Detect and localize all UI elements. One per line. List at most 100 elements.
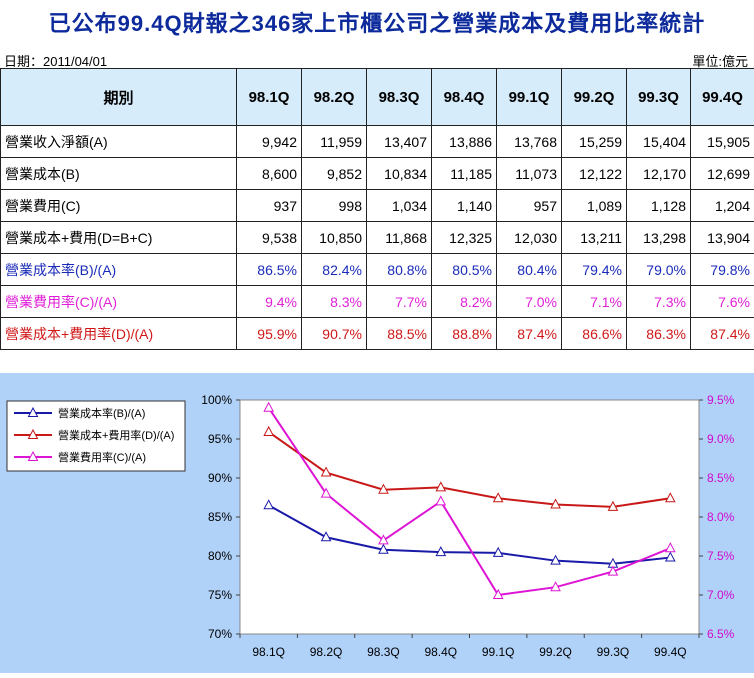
x-tick-label: 99.3Q <box>597 645 630 659</box>
table-cell: 9,942 <box>237 126 302 158</box>
table-cell: 86.3% <box>627 318 691 350</box>
table-cell: 80.5% <box>432 254 497 286</box>
table-cell: 937 <box>237 190 302 222</box>
table-cell: 12,325 <box>432 222 497 254</box>
y-right-tick-label: 7.0% <box>707 588 735 602</box>
table-cell: 1,204 <box>691 190 754 222</box>
y-left-tick-label: 95% <box>208 432 232 446</box>
row-label: 營業成本率(B)/(A) <box>1 254 237 286</box>
table-cell: 87.4% <box>691 318 754 350</box>
x-tick-label: 99.4Q <box>654 645 687 659</box>
y-left-tick-label: 70% <box>208 627 232 641</box>
table-cell: 80.4% <box>497 254 562 286</box>
period-header: 期別 <box>1 69 237 126</box>
table-cell: 88.8% <box>432 318 497 350</box>
x-tick-label: 98.1Q <box>252 645 285 659</box>
table-cell: 13,211 <box>562 222 627 254</box>
y-right-tick-label: 8.0% <box>707 510 735 524</box>
y-right-tick-label: 6.5% <box>707 627 735 641</box>
y-left-tick-label: 80% <box>208 549 232 563</box>
row-label: 營業成本(B) <box>1 158 237 190</box>
page-title: 已公布99.4Q財報之346家上市櫃公司之營業成本及費用比率統計 <box>0 6 754 38</box>
table-cell: 86.5% <box>237 254 302 286</box>
table-cell: 9,852 <box>302 158 367 190</box>
table-cell: 7.3% <box>627 286 691 318</box>
chart-panel: 70%75%80%85%90%95%100%6.5%7.0%7.5%8.0%8.… <box>0 373 754 673</box>
table-row: 營業費用率(C)/(A)9.4%8.3%7.7%8.2%7.0%7.1%7.3%… <box>1 286 754 318</box>
x-tick-label: 99.1Q <box>482 645 515 659</box>
table-cell: 7.1% <box>562 286 627 318</box>
table-cell: 13,768 <box>497 126 562 158</box>
table-cell: 9,538 <box>237 222 302 254</box>
period-header-cell: 98.4Q <box>432 69 497 126</box>
table-cell: 12,170 <box>627 158 691 190</box>
table-cell: 11,073 <box>497 158 562 190</box>
period-header-cell: 99.4Q <box>691 69 754 126</box>
table-cell: 87.4% <box>497 318 562 350</box>
y-right-tick-label: 9.0% <box>707 432 735 446</box>
table-cell: 13,886 <box>432 126 497 158</box>
table-cell: 8.3% <box>302 286 367 318</box>
table-cell: 1,034 <box>367 190 432 222</box>
table-cell: 957 <box>497 190 562 222</box>
table-cell: 82.4% <box>302 254 367 286</box>
table-cell: 9.4% <box>237 286 302 318</box>
table-cell: 79.8% <box>691 254 754 286</box>
table-cell: 12,122 <box>562 158 627 190</box>
table-cell: 86.6% <box>562 318 627 350</box>
table-cell: 998 <box>302 190 367 222</box>
table-cell: 95.9% <box>237 318 302 350</box>
table-cell: 88.5% <box>367 318 432 350</box>
y-right-tick-label: 7.5% <box>707 549 735 563</box>
table-cell: 8.2% <box>432 286 497 318</box>
table-cell: 13,298 <box>627 222 691 254</box>
period-header-cell: 99.3Q <box>627 69 691 126</box>
x-tick-label: 98.4Q <box>424 645 457 659</box>
row-label: 營業費用率(C)/(A) <box>1 286 237 318</box>
period-header-cell: 99.1Q <box>497 69 562 126</box>
table-cell: 79.0% <box>627 254 691 286</box>
table-cell: 10,850 <box>302 222 367 254</box>
y-right-tick-label: 9.5% <box>707 393 735 407</box>
table-cell: 10,834 <box>367 158 432 190</box>
table-cell: 7.7% <box>367 286 432 318</box>
period-header-cell: 98.3Q <box>367 69 432 126</box>
row-label: 營業收入淨額(A) <box>1 126 237 158</box>
row-label: 營業成本+費用(D=B+C) <box>1 222 237 254</box>
row-label: 營業成本+費用率(D)/(A) <box>1 318 237 350</box>
table-cell: 1,128 <box>627 190 691 222</box>
table-cell: 79.4% <box>562 254 627 286</box>
y-left-tick-label: 90% <box>208 471 232 485</box>
table-cell: 11,868 <box>367 222 432 254</box>
ratio-table: 期別 98.1Q 98.2Q 98.3Q 98.4Q 99.1Q 99.2Q 9… <box>0 68 754 350</box>
y-right-tick-label: 8.5% <box>707 471 735 485</box>
table-cell: 11,185 <box>432 158 497 190</box>
legend-label: 營業成本率(B)/(A) <box>58 406 145 420</box>
x-tick-label: 98.2Q <box>310 645 343 659</box>
table-row: 營業成本+費用率(D)/(A)95.9%90.7%88.5%88.8%87.4%… <box>1 318 754 350</box>
row-label: 營業費用(C) <box>1 190 237 222</box>
plot-area <box>240 400 699 634</box>
period-header-cell: 98.1Q <box>237 69 302 126</box>
table-header-row: 期別 98.1Q 98.2Q 98.3Q 98.4Q 99.1Q 99.2Q 9… <box>1 69 754 126</box>
table-cell: 15,905 <box>691 126 754 158</box>
table-cell: 7.6% <box>691 286 754 318</box>
y-left-tick-label: 75% <box>208 588 232 602</box>
y-left-tick-label: 85% <box>208 510 232 524</box>
table-cell: 90.7% <box>302 318 367 350</box>
table-row: 營業成本率(B)/(A)86.5%82.4%80.8%80.5%80.4%79.… <box>1 254 754 286</box>
x-tick-label: 99.2Q <box>539 645 572 659</box>
period-header-cell: 98.2Q <box>302 69 367 126</box>
chart-legend: 營業成本率(B)/(A) 營業成本+費用率(D)/(A) 營業費用率(C)/(A) <box>7 401 185 471</box>
table-cell: 1,089 <box>562 190 627 222</box>
table-cell: 80.8% <box>367 254 432 286</box>
legend-label: 營業成本+費用率(D)/(A) <box>58 428 174 442</box>
table-cell: 8,600 <box>237 158 302 190</box>
legend-label: 營業費用率(C)/(A) <box>58 450 146 464</box>
table-cell: 15,404 <box>627 126 691 158</box>
table-cell: 7.0% <box>497 286 562 318</box>
